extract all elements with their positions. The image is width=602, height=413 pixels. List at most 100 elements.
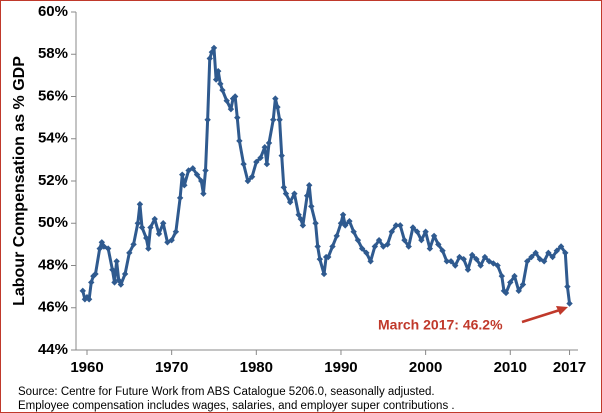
marker — [524, 258, 531, 265]
marker — [314, 243, 321, 250]
marker — [276, 116, 283, 123]
marker — [473, 255, 480, 263]
marker — [303, 192, 311, 199]
marker — [176, 194, 184, 202]
marker — [96, 245, 103, 252]
marker — [339, 211, 347, 218]
y-tick-label: 54% — [38, 130, 68, 147]
marker — [363, 249, 370, 257]
y-tick-label: 52% — [38, 172, 68, 189]
marker — [367, 258, 374, 265]
marker — [426, 245, 434, 252]
y-tick-label: 48% — [38, 256, 68, 273]
marker — [229, 95, 237, 102]
marker — [297, 215, 304, 223]
marker — [375, 236, 383, 244]
x-tick-label: 1980 — [240, 359, 273, 376]
marker — [121, 270, 129, 278]
marker — [126, 249, 133, 257]
marker — [286, 198, 294, 206]
marker — [274, 103, 281, 111]
marker — [278, 152, 285, 159]
x-tick-label: 2000 — [409, 359, 442, 376]
marker — [92, 270, 99, 278]
marker — [117, 281, 125, 288]
marker — [104, 245, 112, 252]
marker — [179, 171, 186, 178]
marker — [79, 287, 86, 295]
marker — [200, 190, 207, 197]
marker — [231, 93, 239, 100]
marker — [532, 249, 539, 257]
source-line: Source: Centre for Future Work from ABS … — [18, 386, 435, 398]
marker — [464, 266, 472, 273]
marker — [299, 222, 307, 229]
marker — [312, 220, 319, 227]
y-tick-label: 46% — [38, 299, 68, 316]
marker — [265, 139, 273, 147]
marker — [545, 249, 552, 257]
marker — [435, 241, 442, 248]
marker — [388, 228, 395, 235]
y-tick-label: 60% — [38, 3, 68, 20]
marker — [468, 251, 476, 259]
marker — [528, 253, 535, 261]
marker — [147, 224, 154, 231]
marker — [253, 158, 260, 166]
marker — [282, 190, 290, 197]
marker — [257, 154, 264, 161]
marker — [511, 272, 518, 280]
y-tick-label: 56% — [38, 87, 68, 104]
marker — [566, 300, 573, 307]
marker — [143, 234, 150, 242]
marker — [447, 258, 455, 265]
marker — [562, 249, 569, 257]
marker — [248, 173, 256, 180]
y-tick-label: 44% — [38, 341, 68, 358]
marker — [206, 55, 213, 62]
marker — [280, 184, 288, 191]
marker — [540, 258, 548, 265]
marker — [261, 144, 268, 151]
marker — [350, 228, 357, 235]
x-tick-label: 1960 — [70, 359, 103, 376]
marker — [397, 222, 404, 229]
marker — [113, 258, 120, 265]
marker — [443, 258, 450, 265]
marker — [270, 116, 277, 123]
marker — [460, 255, 467, 263]
marker — [136, 201, 144, 208]
marker — [507, 279, 514, 286]
marker — [384, 241, 391, 248]
marker — [342, 222, 349, 229]
marker — [401, 236, 408, 244]
marker — [204, 116, 211, 123]
marker — [189, 165, 197, 172]
marker — [333, 232, 340, 240]
marker — [198, 177, 205, 185]
marker — [316, 255, 324, 263]
marker — [145, 245, 152, 252]
x-tick-label: 1990 — [324, 359, 357, 376]
marker — [422, 228, 429, 235]
marker — [515, 287, 522, 295]
marker — [494, 262, 501, 269]
marker — [219, 86, 226, 94]
marker — [306, 182, 313, 189]
marker — [208, 48, 216, 56]
marker — [329, 243, 336, 250]
marker — [217, 80, 224, 88]
marker — [308, 203, 315, 210]
marker — [481, 253, 489, 261]
marker — [519, 281, 527, 288]
marker — [413, 228, 421, 235]
marker — [234, 114, 241, 121]
marker — [210, 44, 218, 52]
annotation-arrow — [521, 307, 564, 324]
y-tick-label: 58% — [38, 45, 68, 62]
annotation-arrowhead — [556, 306, 568, 315]
marker — [409, 224, 417, 231]
